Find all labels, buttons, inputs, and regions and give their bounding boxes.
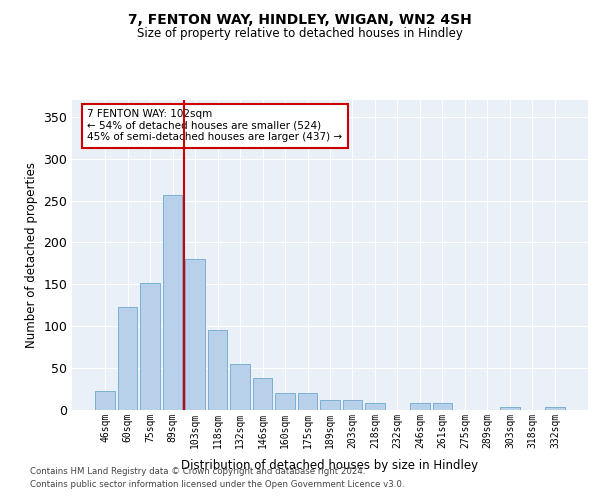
Bar bbox=[433, 404, 452, 410]
Text: Size of property relative to detached houses in Hindley: Size of property relative to detached ho… bbox=[137, 28, 463, 40]
Text: 7 FENTON WAY: 102sqm
← 54% of detached houses are smaller (524)
45% of semi-deta: 7 FENTON WAY: 102sqm ← 54% of detached h… bbox=[88, 110, 343, 142]
Text: 7, FENTON WAY, HINDLEY, WIGAN, WN2 4SH: 7, FENTON WAY, HINDLEY, WIGAN, WN2 4SH bbox=[128, 12, 472, 26]
Bar bbox=[230, 364, 250, 410]
Text: Contains HM Land Registry data © Crown copyright and database right 2024.: Contains HM Land Registry data © Crown c… bbox=[30, 467, 365, 476]
Text: Contains public sector information licensed under the Open Government Licence v3: Contains public sector information licen… bbox=[30, 480, 404, 489]
Bar bbox=[320, 400, 340, 410]
Bar bbox=[365, 404, 385, 410]
Bar bbox=[253, 378, 272, 410]
Bar bbox=[545, 406, 565, 410]
Bar bbox=[95, 390, 115, 410]
Bar bbox=[208, 330, 227, 410]
Bar bbox=[118, 307, 137, 410]
Bar bbox=[500, 406, 520, 410]
Bar bbox=[410, 404, 430, 410]
Bar bbox=[163, 194, 182, 410]
Bar bbox=[185, 259, 205, 410]
Bar bbox=[298, 393, 317, 410]
Bar bbox=[140, 282, 160, 410]
Bar bbox=[343, 400, 362, 410]
Bar bbox=[275, 393, 295, 410]
Y-axis label: Number of detached properties: Number of detached properties bbox=[25, 162, 38, 348]
X-axis label: Distribution of detached houses by size in Hindley: Distribution of detached houses by size … bbox=[181, 459, 479, 472]
